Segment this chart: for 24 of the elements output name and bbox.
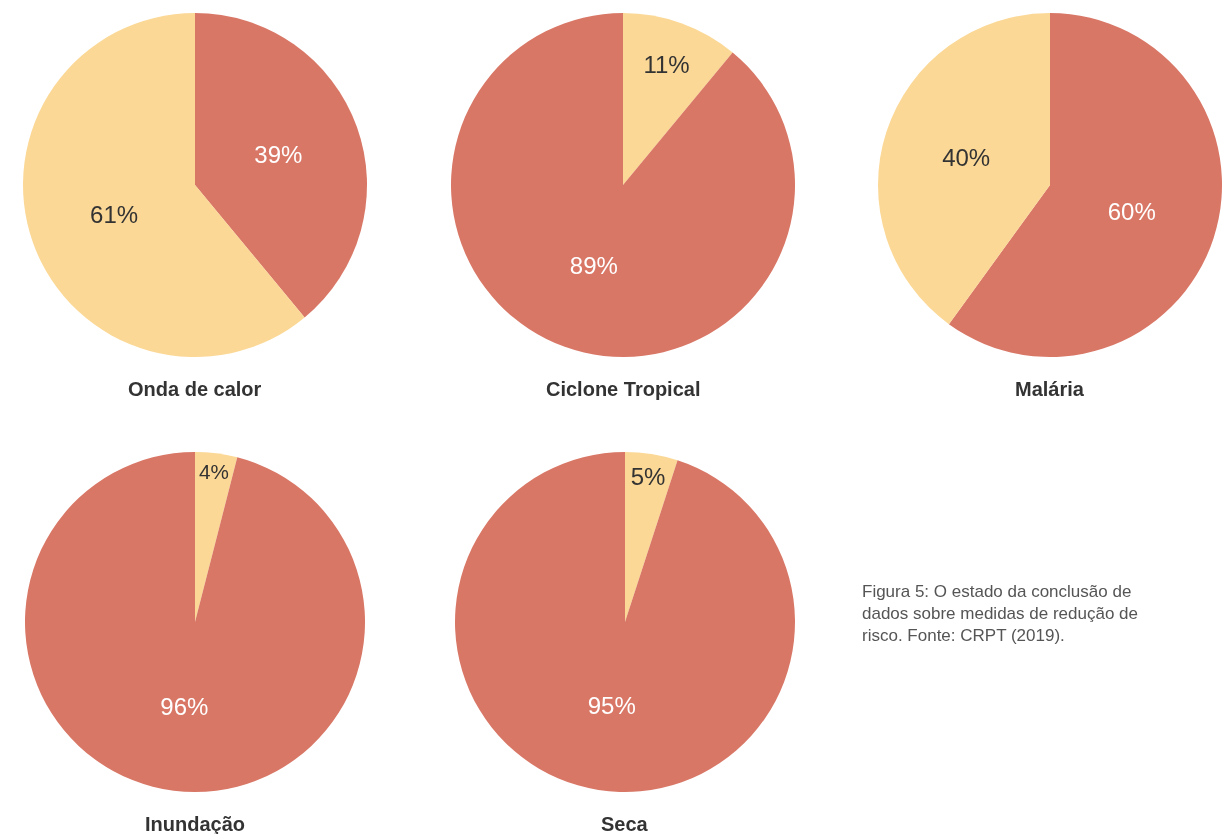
data-label: 89% — [569, 252, 618, 280]
data-label: 61% — [90, 200, 139, 228]
data-label: 4% — [199, 460, 229, 484]
pie-slice — [195, 13, 367, 318]
pie-slice — [623, 13, 733, 185]
data-label: 96% — [160, 692, 209, 720]
text: Malária — [1015, 378, 1085, 400]
data-label: 39% — [254, 141, 303, 169]
text: Seca — [601, 813, 649, 834]
data-label: 40% — [942, 144, 991, 172]
pie-slice — [455, 452, 795, 792]
pie-slice — [195, 452, 238, 622]
pie-slice — [23, 13, 305, 357]
data-label: 60% — [1107, 198, 1156, 226]
text: Figura 5: O estado da conclusão de dados sobre medidas de redução de risco. Fonte: CRPT (2019). — [862, 582, 1138, 646]
text: Ciclone Tropical — [546, 378, 701, 400]
pie-slice — [451, 13, 795, 357]
pie-slice — [625, 452, 678, 622]
data-label: 5% — [630, 463, 666, 491]
data-label: 95% — [587, 692, 636, 720]
pie-slice — [878, 13, 1050, 325]
pie-slice — [25, 452, 365, 792]
text: Onda de calor — [128, 378, 262, 400]
data-label: 11% — [643, 50, 690, 78]
